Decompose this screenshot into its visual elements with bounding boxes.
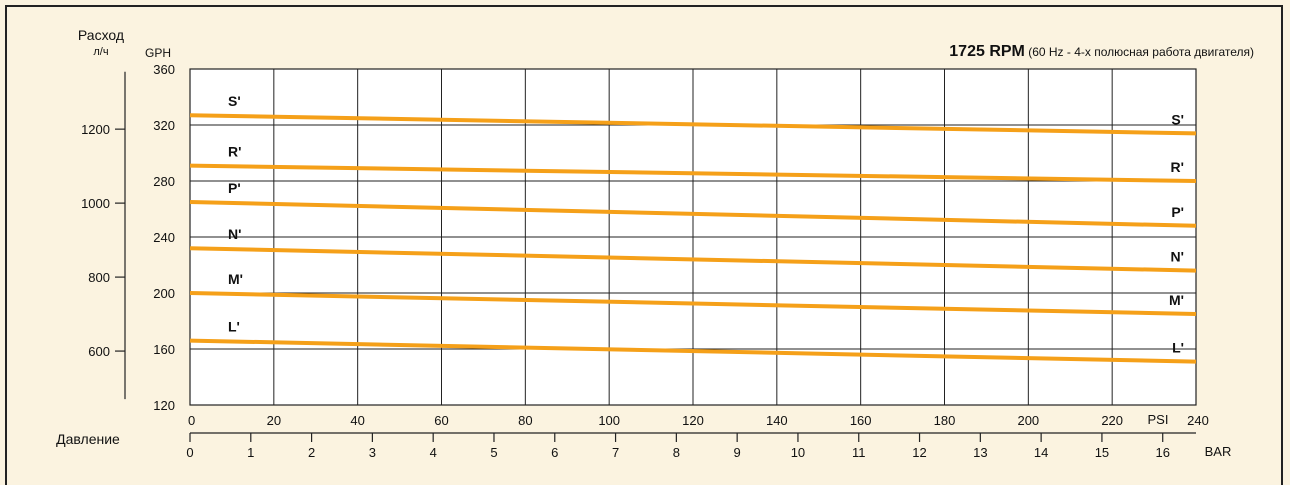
lph-tick-label: 800 (88, 270, 110, 285)
chart-title-rest: (60 Hz - 4-х полюсная работа двигателя) (1025, 45, 1254, 59)
gph-tick-label: 160 (153, 342, 175, 357)
y-axis-title: Расход (78, 27, 124, 43)
psi-tick-label: 140 (766, 413, 788, 428)
psi-tick-label: 20 (267, 413, 281, 428)
bar-tick-label: 5 (490, 445, 497, 460)
gph-tick-label: 320 (153, 118, 175, 133)
bar-tick-label: 0 (186, 445, 193, 460)
curve-label-left: L' (228, 319, 240, 335)
curve-line (189, 200, 1197, 228)
psi-unit-label: PSI (1148, 412, 1169, 427)
curve-label-right: S' (1171, 111, 1184, 127)
bar-tick-label: 8 (673, 445, 680, 460)
psi-tick-label: 160 (850, 413, 872, 428)
gph-tick-label: 280 (153, 174, 175, 189)
curve-label-left: N' (228, 226, 241, 242)
psi-tick-label: 0 (188, 413, 195, 428)
y-axis-unit-gph: GPH (145, 46, 171, 60)
curve-line (189, 113, 1197, 136)
plot-border (189, 68, 1197, 406)
psi-tick-label: 180 (934, 413, 956, 428)
psi-tick-label: 240 (1187, 413, 1209, 428)
bar-tick-label: 13 (973, 445, 987, 460)
chart-title-bold: 1725 RPM (949, 43, 1025, 60)
bar-unit-label: BAR (1205, 444, 1232, 459)
curve-label-right: L' (1172, 340, 1184, 356)
psi-tick-label: 120 (682, 413, 704, 428)
bar-tick-label: 7 (612, 445, 619, 460)
x-axis-title: Давление (56, 431, 120, 447)
lph-tick-label: 600 (88, 344, 110, 359)
curve-line (189, 291, 1197, 316)
bar-tick-label: 3 (369, 445, 376, 460)
curve-line (189, 246, 1197, 273)
psi-tick-label: 60 (434, 413, 448, 428)
bar-tick-label: 16 (1155, 445, 1169, 460)
curve-label-right: N' (1171, 249, 1184, 265)
curve-line (189, 338, 1197, 364)
curve-label-left: R' (228, 144, 241, 160)
lph-tick-label: 1200 (81, 122, 110, 137)
bar-tick-label: 6 (551, 445, 558, 460)
bar-tick-label: 9 (734, 445, 741, 460)
psi-tick-label: 200 (1017, 413, 1039, 428)
chart-title: 1725 RPM (60 Hz - 4-х полюсная работа дв… (949, 43, 1254, 60)
bar-tick-label: 2 (308, 445, 315, 460)
psi-tick-label: 40 (350, 413, 364, 428)
bar-tick-label: 10 (791, 445, 805, 460)
gph-tick-label: 120 (153, 398, 175, 413)
gph-tick-label: 240 (153, 230, 175, 245)
psi-tick-label: 220 (1101, 413, 1123, 428)
bar-tick-label: 4 (430, 445, 437, 460)
bar-tick-label: 15 (1095, 445, 1109, 460)
bar-tick-label: 14 (1034, 445, 1048, 460)
psi-tick-label: 80 (518, 413, 532, 428)
curve-label-left: M' (228, 271, 243, 287)
lph-tick-label: 1000 (81, 196, 110, 211)
curve-label-right: R' (1171, 159, 1184, 175)
bar-tick-label: 1 (247, 445, 254, 460)
y-axis-unit-lph: л/ч (93, 46, 108, 58)
gph-tick-label: 200 (153, 286, 175, 301)
curve-label-right: P' (1171, 204, 1184, 220)
bar-tick-label: 11 (852, 445, 866, 460)
bar-tick-label: 12 (912, 445, 926, 460)
curve-label-left: P' (228, 180, 241, 196)
curve-label-right: M' (1169, 292, 1184, 308)
psi-tick-label: 100 (598, 413, 620, 428)
curve-label-left: S' (228, 93, 241, 109)
curve-line (189, 163, 1197, 183)
gph-tick-label: 360 (153, 62, 175, 77)
